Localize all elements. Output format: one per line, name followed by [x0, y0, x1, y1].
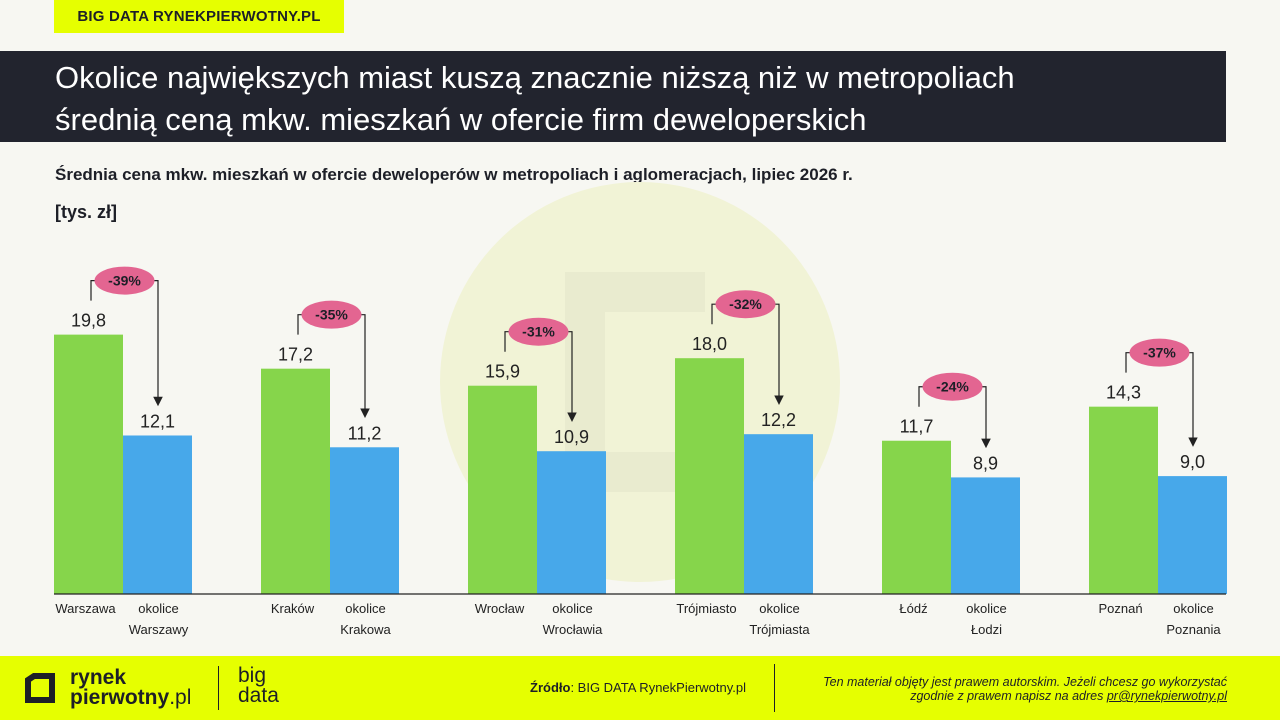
- category-label-suburb: okolice: [345, 601, 385, 616]
- bar-city: [882, 440, 951, 594]
- source-tag: BIG DATA RYNEKPIERWOTNY.PL: [54, 0, 344, 33]
- diff-label: -31%: [522, 324, 555, 340]
- category-label-city: Kraków: [271, 601, 315, 616]
- bar-city: [54, 334, 123, 594]
- value-label-city: 11,7: [900, 417, 934, 437]
- diff-badge: [1129, 338, 1190, 367]
- diff-label: -37%: [1143, 345, 1176, 361]
- category-label-city: Poznań: [1098, 601, 1142, 616]
- category-label-suburb: okolice: [138, 601, 178, 616]
- bar-suburb: [537, 451, 606, 594]
- category-label-suburb: okolice: [1173, 601, 1213, 616]
- category-label-city: Łódź: [899, 601, 927, 616]
- title-line-1: Okolice największych miast kuszą znaczni…: [55, 60, 1015, 95]
- diff-label: -35%: [315, 307, 348, 323]
- bigdata-logo: big data: [238, 664, 279, 707]
- diff-badge: [715, 290, 776, 319]
- title-line-2: średnią ceną mkw. mieszkań w ofercie fir…: [55, 102, 867, 137]
- bar-suburb: [951, 477, 1020, 594]
- value-label-city: 18,0: [692, 334, 727, 354]
- category-label-suburb-name: Warszawy: [129, 622, 189, 637]
- category-label-suburb-name: Trójmiasta: [749, 622, 810, 637]
- category-label-suburb: okolice: [966, 601, 1006, 616]
- value-label-city: 17,2: [278, 345, 313, 365]
- bar-suburb: [744, 434, 813, 594]
- source-note: Źródło: BIG DATA RynekPierwotny.pl: [530, 680, 746, 695]
- value-label-suburb: 12,2: [761, 410, 796, 430]
- bar-suburb: [330, 447, 399, 594]
- email-link[interactable]: pr@rynekpierwotny.pl: [1106, 689, 1227, 703]
- value-label-city: 15,9: [485, 362, 520, 382]
- category-label-suburb-name: Krakowa: [340, 622, 391, 637]
- footer-bar: rynek pierwotny.pl big data Źródło: BIG …: [0, 656, 1280, 720]
- category-label-city: Wrocław: [475, 601, 525, 616]
- bar-suburb: [1158, 476, 1227, 594]
- page-title: Okolice największych miast kuszą znaczni…: [55, 57, 1215, 141]
- bar-city: [1089, 406, 1158, 594]
- bar-city: [675, 358, 744, 594]
- diff-badge: [94, 266, 155, 295]
- value-label-suburb: 8,9: [973, 453, 998, 473]
- rynekpierwotny-logo-icon: [25, 673, 55, 703]
- title-banner: Okolice największych miast kuszą znaczni…: [0, 51, 1226, 142]
- rynekpierwotny-logo-text: rynek pierwotny.pl: [70, 666, 192, 709]
- category-label-suburb: okolice: [759, 601, 799, 616]
- chart-subtitle: Średnia cena mkw. mieszkań w ofercie dew…: [55, 165, 853, 184]
- category-label-city: Trójmiasto: [676, 601, 736, 616]
- diff-label: -32%: [729, 296, 762, 312]
- category-label-city: Warszawa: [55, 601, 116, 616]
- footer-divider: [218, 666, 219, 710]
- value-label-city: 14,3: [1106, 383, 1141, 403]
- footer-divider-2: [774, 664, 775, 712]
- value-label-suburb: 9,0: [1180, 452, 1205, 472]
- diff-badge: [922, 372, 983, 401]
- diff-label: -39%: [108, 273, 141, 289]
- diff-label: -24%: [936, 379, 969, 395]
- bar-city: [468, 385, 537, 594]
- category-label-suburb-name: Wrocławia: [543, 622, 603, 637]
- category-label-suburb-name: Poznania: [1166, 622, 1221, 637]
- category-label-suburb-name: Łodzi: [971, 622, 1002, 637]
- value-label-suburb: 11,2: [348, 423, 382, 443]
- bar-chart: 19,8 12,1 -39% Warszawa okolice Warszawy 17,2 1…: [54, 266, 1227, 637]
- value-label-suburb: 10,9: [554, 427, 589, 447]
- diff-badge: [508, 317, 569, 346]
- category-label-suburb: okolice: [552, 601, 592, 616]
- bar-suburb: [123, 435, 192, 594]
- bar-city: [261, 368, 330, 594]
- diff-badge: [301, 300, 362, 329]
- copyright-note: Ten materiał objęty jest prawem autorski…: [823, 675, 1227, 703]
- chart-unit: [tys. zł]: [55, 202, 118, 222]
- value-label-suburb: 12,1: [140, 411, 175, 431]
- value-label-city: 19,8: [71, 311, 106, 331]
